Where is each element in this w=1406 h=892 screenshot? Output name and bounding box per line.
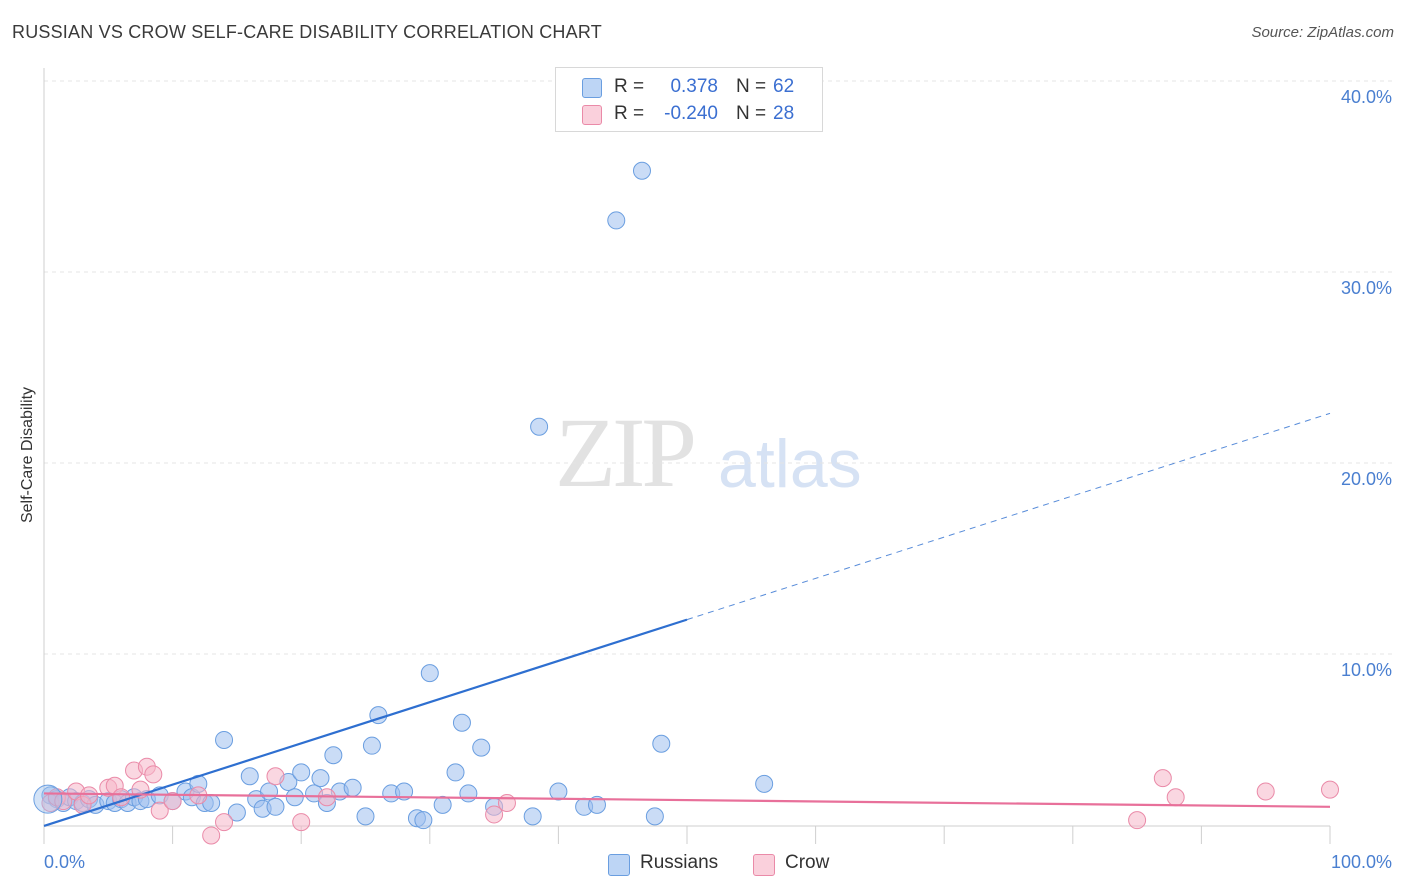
chart-title: RUSSIAN VS CROW SELF-CARE DISABILITY COR… bbox=[12, 22, 602, 42]
y-tick-label-10: 10.0% bbox=[1340, 660, 1392, 680]
point-crow-18 bbox=[266, 767, 285, 786]
point-russians-52 bbox=[523, 807, 542, 826]
point-russians-38 bbox=[356, 807, 375, 826]
correlation-legend: R = 0.378 N = 62 R = -0.240 N = 28 bbox=[555, 67, 823, 132]
point-crow-13 bbox=[150, 801, 169, 820]
point-crow-26 bbox=[1153, 769, 1172, 788]
y-tick-label-30: 30.0% bbox=[1340, 278, 1392, 298]
trendline-russians-extension bbox=[686, 412, 1331, 621]
chart-source: Source: ZipAtlas.com bbox=[1251, 24, 1394, 41]
y-axis-label: Self-Care Disability bbox=[19, 386, 36, 524]
legend-swatch-russians bbox=[582, 78, 602, 98]
point-russians-35 bbox=[324, 746, 343, 765]
point-russians-46 bbox=[433, 795, 452, 814]
point-russians-22 bbox=[215, 730, 234, 749]
watermark-zip: ZIP bbox=[555, 397, 697, 508]
bottom-legend-label-crow: Crow bbox=[785, 852, 830, 873]
point-crow-21 bbox=[485, 805, 504, 824]
point-russians-58 bbox=[645, 807, 664, 826]
legend-n-label: N = bbox=[736, 103, 767, 124]
point-crow-19 bbox=[292, 813, 311, 832]
bottom-legend-swatch-russians bbox=[608, 854, 630, 876]
point-russians-56 bbox=[607, 211, 626, 230]
point-russians-48 bbox=[452, 713, 471, 732]
legend-n-label: N = bbox=[736, 76, 767, 97]
point-russians-39 bbox=[362, 736, 381, 755]
trendline-russians bbox=[43, 618, 688, 827]
legend-r-value: 0.378 bbox=[670, 76, 718, 97]
point-russians-37 bbox=[343, 778, 362, 797]
legend-r-label: R = bbox=[614, 103, 645, 124]
point-russians-30 bbox=[285, 788, 304, 807]
point-crow-5 bbox=[80, 786, 99, 805]
point-russians-50 bbox=[472, 738, 491, 757]
point-russians-60 bbox=[530, 417, 549, 436]
point-russians-31 bbox=[292, 763, 311, 782]
point-crow-24 bbox=[1256, 782, 1275, 801]
legend-swatch-crow bbox=[582, 105, 602, 125]
point-russians-57 bbox=[632, 161, 651, 180]
x-tick-label-100: 100.0% bbox=[1330, 852, 1392, 872]
point-crow-16 bbox=[202, 826, 221, 845]
y-tick-label-40: 40.0% bbox=[1340, 87, 1392, 107]
point-russians-cluster bbox=[33, 784, 63, 814]
legend-r-label: R = bbox=[614, 76, 645, 97]
point-russians-23 bbox=[227, 803, 246, 822]
point-russians-49 bbox=[459, 784, 478, 803]
point-crow-23 bbox=[1128, 811, 1147, 830]
point-russians-59 bbox=[652, 734, 671, 753]
point-russians-55 bbox=[587, 795, 606, 814]
point-russians-24 bbox=[240, 767, 259, 786]
x-tick-label-0: 0.0% bbox=[44, 852, 86, 872]
legend-n-value: 28 bbox=[773, 103, 795, 124]
point-crow-22 bbox=[497, 793, 516, 812]
bottom-legend-label-russians: Russians bbox=[640, 852, 719, 873]
legend-row-crow: R = -0.240 N = 28 bbox=[556, 101, 822, 127]
watermark-atlas: atlas bbox=[718, 426, 862, 502]
point-russians-45 bbox=[420, 664, 439, 683]
legend-row-russians: R = 0.378 N = 62 bbox=[556, 74, 822, 100]
point-crow-25 bbox=[1321, 780, 1339, 799]
point-russians-44 bbox=[414, 811, 433, 830]
legend-n-value: 62 bbox=[773, 76, 795, 97]
bottom-legend-swatch-crow bbox=[753, 854, 775, 876]
point-russians-33 bbox=[311, 769, 330, 788]
legend-r-value: -0.240 bbox=[664, 103, 718, 124]
point-crow-27 bbox=[1166, 788, 1185, 807]
trendline-crow bbox=[43, 792, 1331, 808]
point-crow-14 bbox=[163, 792, 182, 811]
point-russians-42 bbox=[395, 782, 414, 801]
point-russians-53 bbox=[549, 782, 568, 801]
point-crow-12 bbox=[144, 765, 163, 784]
point-russians-47 bbox=[446, 763, 465, 782]
point-russians-28 bbox=[266, 797, 285, 816]
y-tick-label-20: 20.0% bbox=[1340, 469, 1392, 489]
point-russians-27 bbox=[260, 782, 279, 801]
point-russians-61 bbox=[755, 774, 774, 793]
point-crow-17 bbox=[215, 813, 234, 832]
